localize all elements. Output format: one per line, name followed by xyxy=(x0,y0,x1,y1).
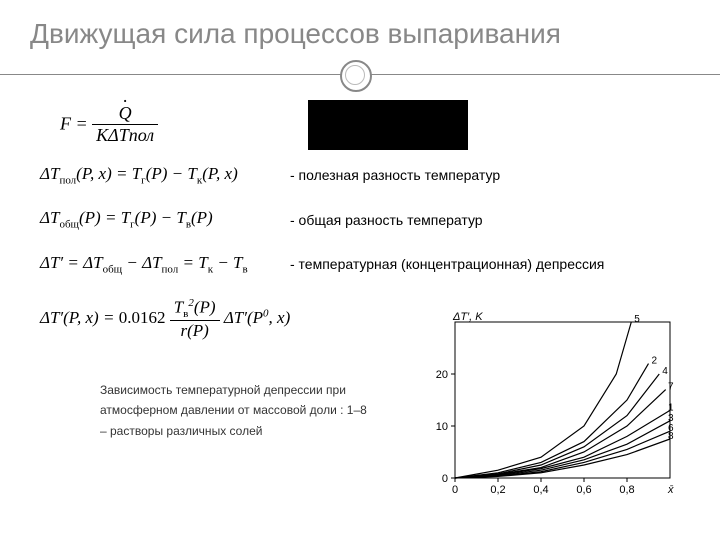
desc-3: - температурная (концентрационная) депре… xyxy=(290,256,604,272)
svg-text:3: 3 xyxy=(668,413,674,424)
svg-text:10: 10 xyxy=(436,421,448,433)
formula-row-3: ΔT′ = ΔTобщ − ΔTпол = Tк − Tв - температ… xyxy=(0,249,720,279)
svg-text:0,6: 0,6 xyxy=(576,484,591,496)
desc-2: - общая разность температур xyxy=(290,212,483,228)
chart-caption: Зависимость температурной депрессии при … xyxy=(100,380,380,441)
divider xyxy=(0,60,720,90)
formula-3: ΔT′ = ΔTобщ − ΔTпол = Tк − Tв xyxy=(40,253,290,275)
svg-text:8: 8 xyxy=(668,431,674,442)
svg-text:7: 7 xyxy=(668,382,674,393)
svg-text:0: 0 xyxy=(442,473,448,485)
formula-row-1: ΔTпол(P, x) = Tг(P) − Tк(P, x) - полезна… xyxy=(0,160,720,190)
black-box xyxy=(308,100,468,150)
page-title: Движущая сила процессов выпаривания xyxy=(0,0,720,60)
svg-text:0,2: 0,2 xyxy=(490,484,505,496)
caption-line-3: – растворы различных солей xyxy=(100,424,262,438)
formula-1: ΔTпол(P, x) = Tг(P) − Tк(P, x) xyxy=(40,164,290,186)
svg-text:2: 2 xyxy=(652,356,658,367)
formula-row-2: ΔTобщ(P) = Tг(P) − Tв(P) - общая разност… xyxy=(0,204,720,234)
svg-text:0,8: 0,8 xyxy=(619,484,634,496)
svg-text:0: 0 xyxy=(452,484,458,496)
main-formula: F = QKΔTпол xyxy=(60,104,158,146)
formula-2: ΔTобщ(P) = Tг(P) − Tв(P) xyxy=(40,208,290,230)
svg-text:1: 1 xyxy=(668,402,674,413)
svg-text:0,4: 0,4 xyxy=(533,484,548,496)
desc-1: - полезная разность температур xyxy=(290,167,500,183)
caption-line-2: атмосферном давлении от массовой доли : … xyxy=(100,403,367,417)
formula-4: ΔT′(P, x) = 0.0162 Tв2(P)r(P) ΔT′(P0, x) xyxy=(40,297,360,342)
main-formula-row: F = QKΔTпол xyxy=(0,100,720,160)
depression-chart: 0102000,20,40,60,8ΔT′, Kx̄52471368 xyxy=(420,310,680,500)
caption-line-1: Зависимость температурной депрессии при xyxy=(100,383,346,397)
svg-text:x̄: x̄ xyxy=(667,484,674,496)
svg-text:5: 5 xyxy=(634,314,640,325)
svg-text:ΔT′, K: ΔT′, K xyxy=(452,311,483,323)
svg-text:4: 4 xyxy=(662,366,668,377)
svg-text:20: 20 xyxy=(436,369,448,381)
